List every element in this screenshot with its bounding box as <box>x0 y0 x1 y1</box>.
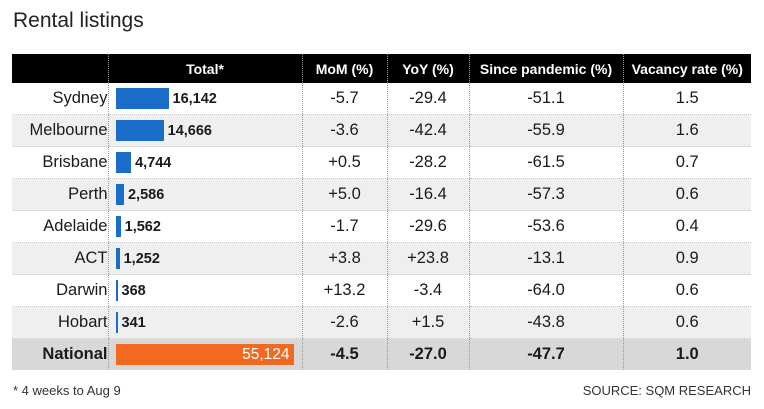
yoy-value: +23.8 <box>386 242 469 275</box>
total-value: 4,744 <box>135 154 172 171</box>
total-bar <box>115 152 132 173</box>
city-name: Melbourne <box>12 114 108 147</box>
header-vacancy-rate: Vacancy rate (%) <box>622 54 751 83</box>
mom-value: -4.5 <box>301 338 387 370</box>
city-name: Perth <box>12 178 108 211</box>
since-pandemic-value: -53.6 <box>468 210 623 243</box>
since-pandemic-value: -43.8 <box>468 306 623 339</box>
table-row: Perth 2,586 +5.0 -16.4 -57.3 0.6 <box>12 178 751 211</box>
vacancy-rate-value: 1.6 <box>622 114 751 147</box>
total-value: 1,252 <box>123 250 160 267</box>
vacancy-rate-value: 0.4 <box>622 210 751 243</box>
total-bar <box>115 120 164 141</box>
vacancy-rate-value: 0.9 <box>622 242 751 275</box>
total-cell: 55,124 <box>107 338 302 370</box>
yoy-value: -42.4 <box>386 114 469 147</box>
vacancy-rate-value: 0.6 <box>622 178 751 211</box>
rental-listings-table: Total* MoM (%) YoY (%) Since pandemic (%… <box>12 54 751 370</box>
total-cell: 14,666 <box>107 114 302 147</box>
total-bar <box>115 280 118 301</box>
total-value: 341 <box>121 314 146 331</box>
mom-value: -2.6 <box>301 306 387 339</box>
total-cell: 368 <box>107 274 302 307</box>
total-value: 55,124 <box>242 346 290 363</box>
total-cell: 4,744 <box>107 146 302 179</box>
total-value: 1,562 <box>124 218 161 235</box>
total-bar <box>115 248 120 269</box>
mom-value: +5.0 <box>301 178 387 211</box>
table-row: ACT 1,252 +3.8 +23.8 -13.1 0.9 <box>12 242 751 275</box>
city-name: National <box>12 338 108 370</box>
header-total: Total* <box>107 54 302 83</box>
table-row: Adelaide 1,562 -1.7 -29.6 -53.6 0.4 <box>12 210 751 243</box>
city-name: ACT <box>12 242 108 275</box>
vacancy-rate-value: 0.6 <box>622 274 751 307</box>
header-row: Total* MoM (%) YoY (%) Since pandemic (%… <box>12 54 751 83</box>
yoy-value: -27.0 <box>386 338 469 370</box>
national-row: National 55,124 -4.5 -27.0 -47.7 1.0 <box>12 338 751 370</box>
mom-value: +0.5 <box>301 146 387 179</box>
total-value: 368 <box>121 282 146 299</box>
mom-value: +3.8 <box>301 242 387 275</box>
mom-value: +13.2 <box>301 274 387 307</box>
city-name: Sydney <box>12 83 108 115</box>
table-row: Hobart 341 -2.6 +1.5 -43.8 0.6 <box>12 306 751 339</box>
national-total-bar: 55,124 <box>115 344 294 365</box>
total-value: 14,666 <box>167 122 212 139</box>
mom-value: -3.6 <box>301 114 387 147</box>
total-cell: 341 <box>107 306 302 339</box>
total-bar <box>115 88 169 109</box>
yoy-value: -28.2 <box>386 146 469 179</box>
since-pandemic-value: -51.1 <box>468 83 623 115</box>
since-pandemic-value: -55.9 <box>468 114 623 147</box>
total-cell: 16,142 <box>107 83 302 115</box>
since-pandemic-value: -47.7 <box>468 338 623 370</box>
total-bar <box>115 312 118 333</box>
header-mom: MoM (%) <box>301 54 387 83</box>
header-since-pandemic: Since pandemic (%) <box>468 54 623 83</box>
header-city <box>12 54 108 83</box>
since-pandemic-value: -64.0 <box>468 274 623 307</box>
city-name: Brisbane <box>12 146 108 179</box>
total-cell: 1,252 <box>107 242 302 275</box>
total-value: 16,142 <box>172 90 217 107</box>
yoy-value: -3.4 <box>386 274 469 307</box>
yoy-value: -29.4 <box>386 83 469 115</box>
vacancy-rate-value: 0.7 <box>622 146 751 179</box>
city-name: Hobart <box>12 306 108 339</box>
yoy-value: +1.5 <box>386 306 469 339</box>
mom-value: -1.7 <box>301 210 387 243</box>
total-cell: 1,562 <box>107 210 302 243</box>
yoy-value: -29.6 <box>386 210 469 243</box>
mom-value: -5.7 <box>301 83 387 115</box>
since-pandemic-value: -61.5 <box>468 146 623 179</box>
table-row: Melbourne 14,666 -3.6 -42.4 -55.9 1.6 <box>12 114 751 147</box>
table-row: Sydney 16,142 -5.7 -29.4 -51.1 1.5 <box>12 83 751 115</box>
vacancy-rate-value: 1.0 <box>622 338 751 370</box>
total-value: 2,586 <box>127 186 165 203</box>
vacancy-rate-value: 1.5 <box>622 83 751 115</box>
since-pandemic-value: -13.1 <box>468 242 623 275</box>
total-bar <box>115 216 121 237</box>
vacancy-rate-value: 0.6 <box>622 306 751 339</box>
city-name: Darwin <box>12 274 108 307</box>
table-row: Brisbane 4,744 +0.5 -28.2 -61.5 0.7 <box>12 146 751 179</box>
city-name: Adelaide <box>12 210 108 243</box>
total-bar <box>115 184 124 205</box>
source-credit: SOURCE: SQM RESEARCH <box>582 383 751 398</box>
header-yoy: YoY (%) <box>386 54 469 83</box>
table-row: Darwin 368 +13.2 -3.4 -64.0 0.6 <box>12 274 751 307</box>
footnote: * 4 weeks to Aug 9 <box>13 383 121 398</box>
since-pandemic-value: -57.3 <box>468 178 623 211</box>
yoy-value: -16.4 <box>386 178 469 211</box>
total-cell: 2,586 <box>107 178 302 211</box>
chart-title: Rental listings <box>13 9 144 32</box>
